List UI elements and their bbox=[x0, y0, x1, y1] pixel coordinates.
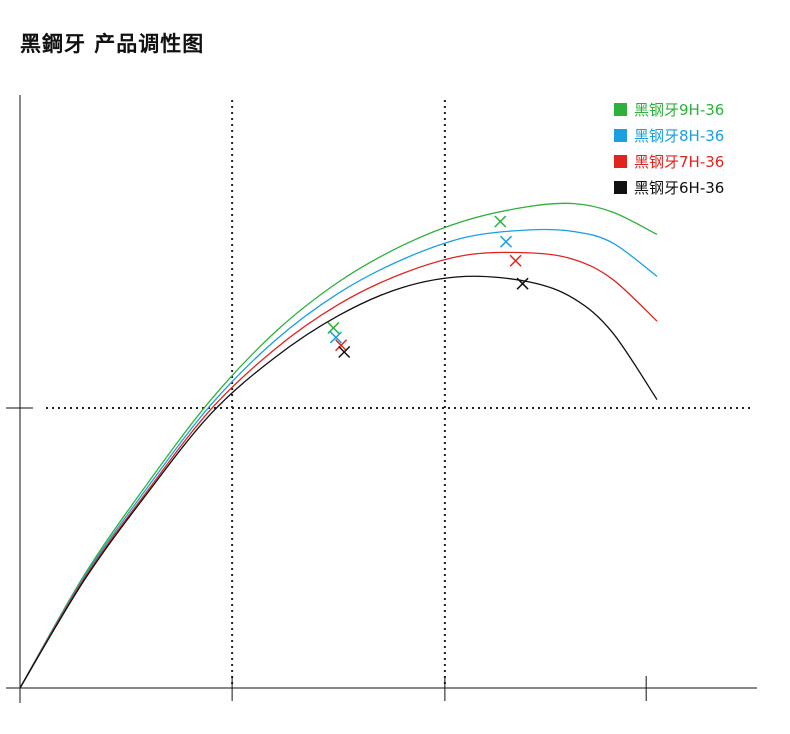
marker-stroke bbox=[335, 339, 348, 352]
legend-swatch bbox=[614, 180, 627, 194]
series-layer bbox=[19, 202, 658, 689]
series-3-x-marker-1 bbox=[335, 339, 348, 352]
series-2 bbox=[19, 228, 658, 689]
legend-swatch bbox=[614, 102, 627, 116]
reference-lines bbox=[46, 100, 752, 688]
legend-item-3: 黑钢牙7H-36 bbox=[614, 148, 724, 174]
marker-stroke bbox=[338, 345, 351, 359]
series-4-x-marker-1 bbox=[338, 345, 351, 359]
legend-swatch bbox=[614, 128, 627, 142]
series-1-x-marker-2 bbox=[494, 215, 507, 228]
legend-label: 黑钢牙7H-36 bbox=[634, 152, 725, 171]
legend-label: 黑钢牙8H-36 bbox=[634, 126, 725, 145]
page-title: 黑鋼牙 产品调性图 bbox=[20, 32, 205, 56]
legend-item-2: 黑钢牙8H-36 bbox=[614, 122, 724, 148]
series-4-x-marker-2 bbox=[516, 277, 529, 290]
series-line-3 bbox=[19, 251, 658, 689]
marker-stroke bbox=[494, 215, 507, 228]
series-1 bbox=[19, 202, 658, 689]
legend-item-4: 黑钢牙6H-36 bbox=[614, 174, 724, 200]
series-4 bbox=[19, 275, 658, 689]
legend-item-1: 黑钢牙9H-36 bbox=[614, 96, 724, 122]
legend-label: 黑钢牙6H-36 bbox=[634, 178, 725, 197]
legend-label: 黑钢牙9H-36 bbox=[634, 100, 725, 119]
series-3-x-marker-2 bbox=[509, 254, 522, 267]
chart-legend: 黑钢牙9H-36 黑钢牙8H-36 黑钢牙7H-36 黑钢牙6H-36 bbox=[614, 96, 724, 200]
series-2-x-marker-2 bbox=[500, 235, 513, 248]
series-line-4 bbox=[19, 275, 658, 689]
series-line-2 bbox=[19, 228, 658, 689]
legend-swatch bbox=[614, 154, 627, 168]
chart-axes bbox=[6, 95, 757, 703]
series-3 bbox=[19, 251, 658, 689]
marker-stroke bbox=[329, 331, 342, 344]
series-2-x-marker-1 bbox=[329, 331, 342, 344]
series-1-x-marker-1 bbox=[327, 321, 340, 334]
marker-stroke bbox=[509, 254, 522, 267]
marker-stroke bbox=[516, 277, 529, 290]
series-line-1 bbox=[19, 202, 658, 689]
marker-stroke bbox=[500, 235, 513, 248]
marker-stroke bbox=[327, 321, 340, 334]
